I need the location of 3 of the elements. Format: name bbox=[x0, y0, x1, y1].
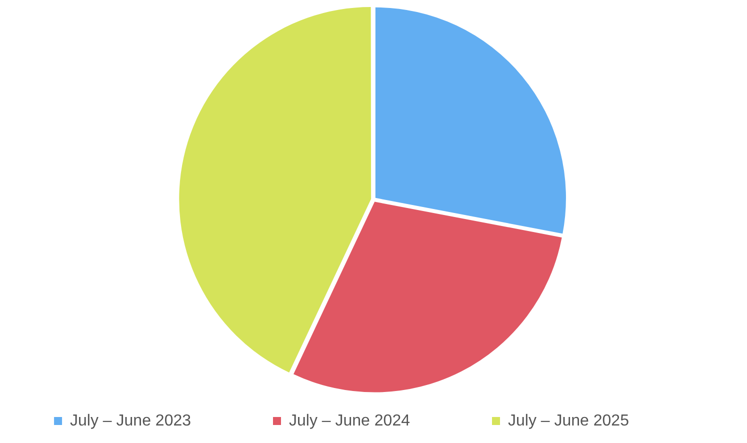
legend-label: July – June 2024 bbox=[289, 412, 474, 430]
legend-label: July – June 2025 bbox=[508, 412, 693, 430]
legend-label: July – June 2023 bbox=[70, 412, 256, 430]
